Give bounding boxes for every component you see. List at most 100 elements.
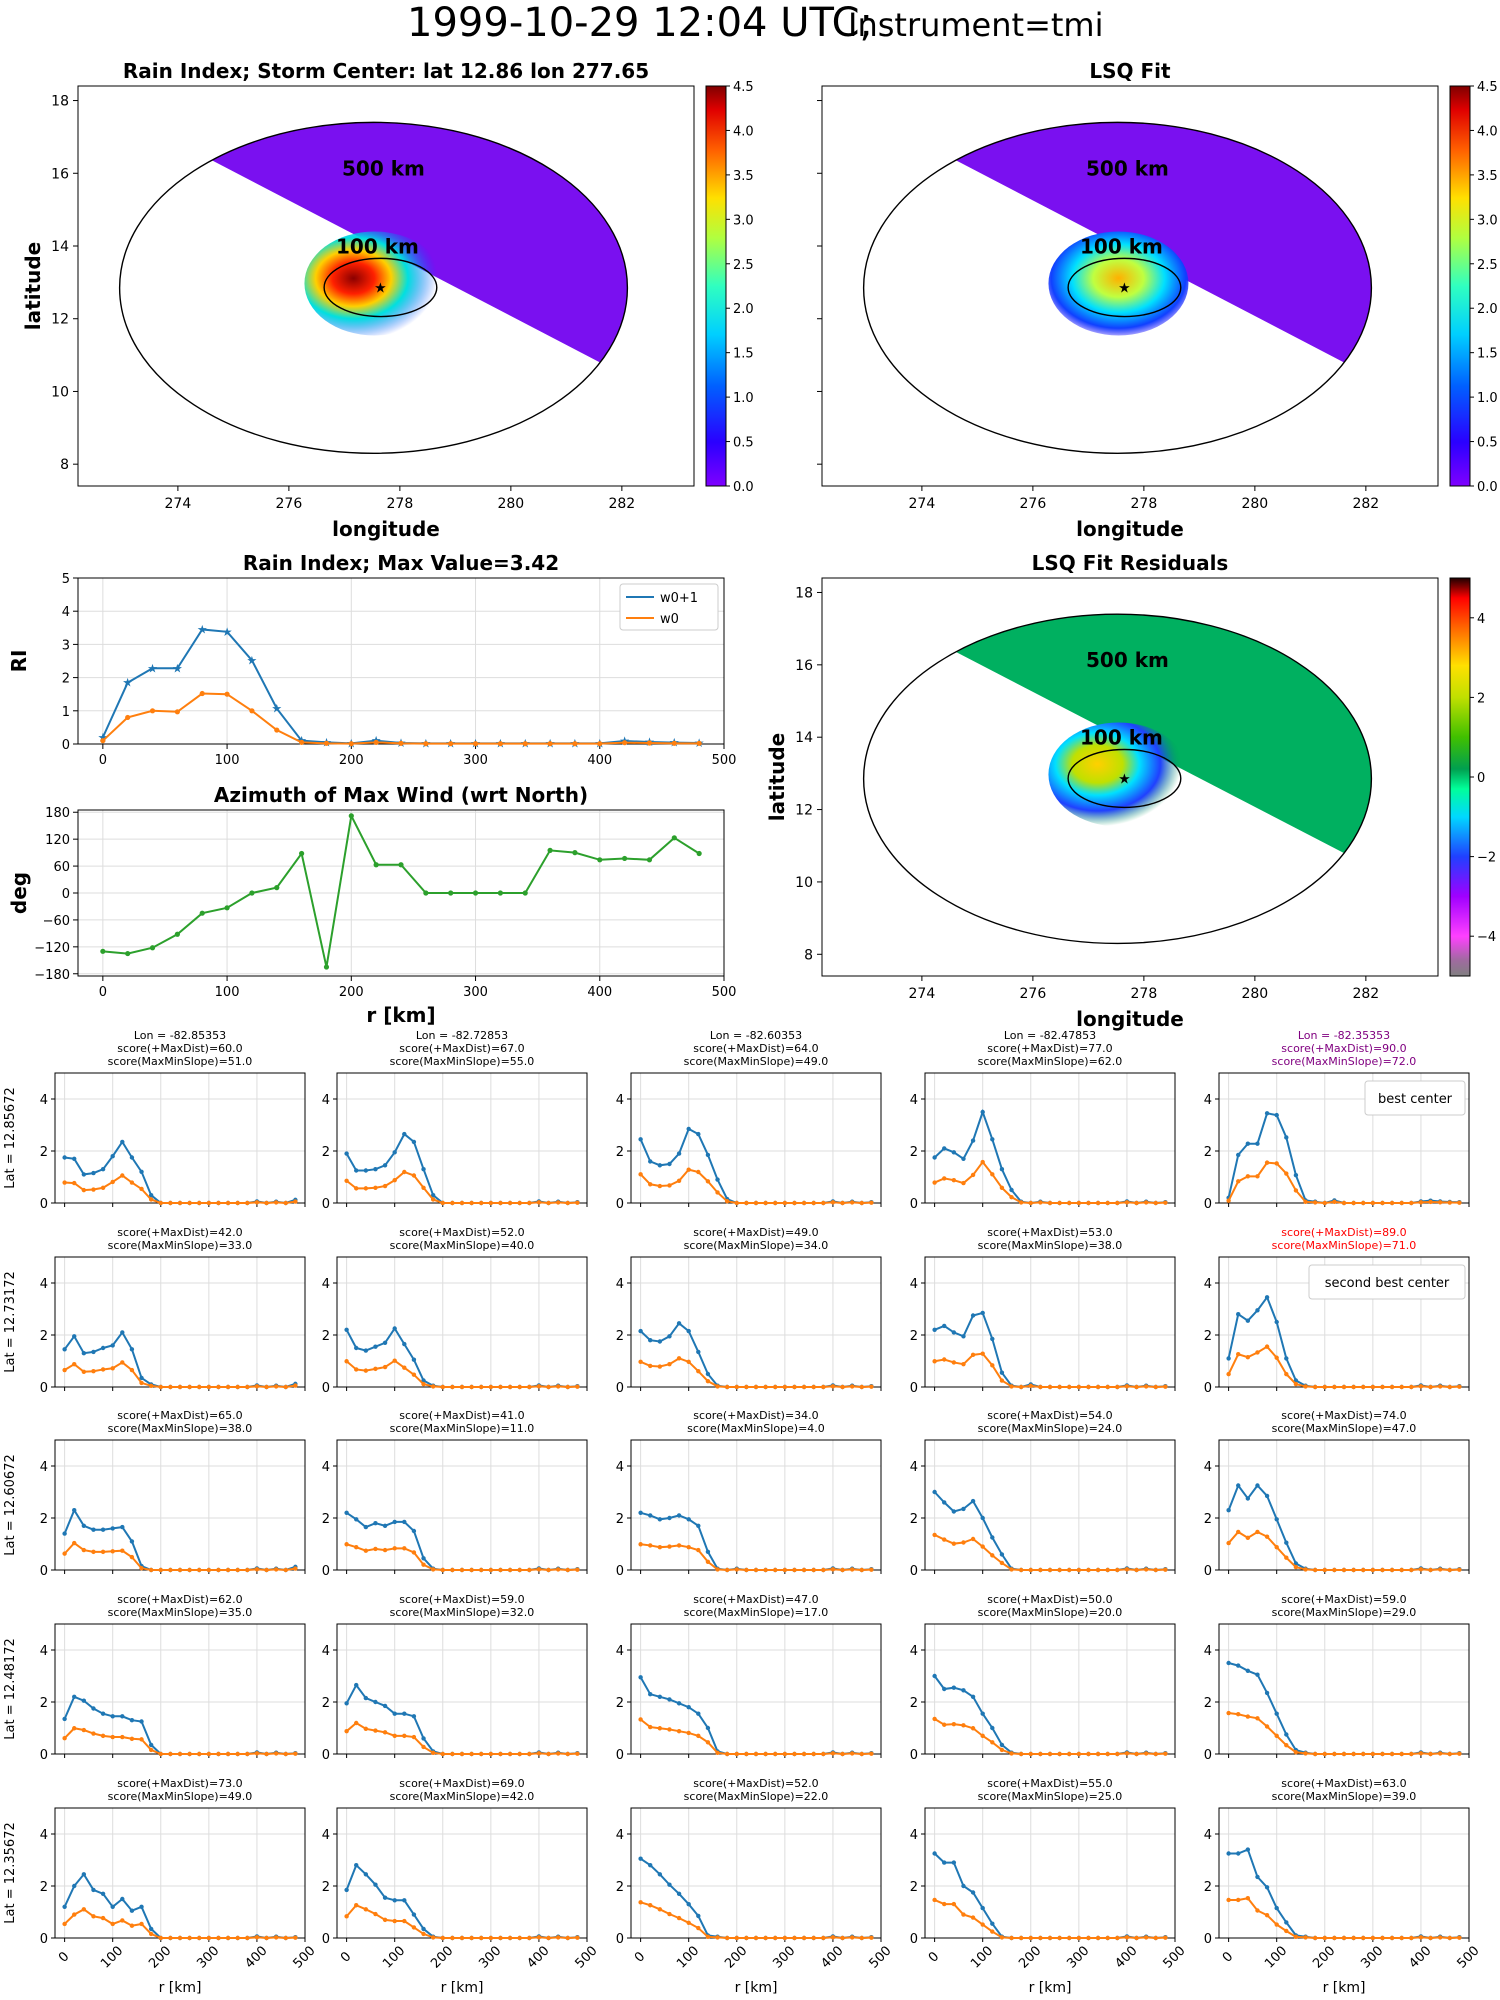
map-panels: Rain Index; Storm Center: lat 12.86 lon …	[21, 59, 1498, 1031]
candidate-point-w0	[129, 1736, 135, 1741]
candidate-point-w0	[1134, 1935, 1139, 1941]
candidate-point-w0	[158, 1935, 163, 1941]
candidate-point-w0	[1312, 1200, 1318, 1205]
candidate-point-w0	[100, 1185, 106, 1190]
candidate-point-w0p1	[373, 1521, 378, 1526]
candidate-point-w0	[392, 1177, 397, 1183]
candidate-point-w0	[575, 1935, 580, 1940]
candidate-point-w0	[187, 1935, 192, 1941]
candidate-ytick-label: 4	[40, 1093, 48, 1108]
candidate-point-w0p1	[120, 1330, 125, 1335]
azimuth-profile-title: Azimuth of Max Wind (wrt North)	[214, 783, 588, 807]
candidate-point-w0	[1341, 1751, 1347, 1757]
candidate-point-w0	[139, 1566, 144, 1571]
candidate-point-w0	[724, 1199, 730, 1204]
candidate-line-w0	[1228, 1897, 1460, 1940]
lsq-map-ring-100	[1067, 257, 1182, 318]
candidate-point-w0	[148, 1567, 154, 1573]
candidate-point-w0p1	[999, 1552, 1005, 1557]
candidate-point-w0	[753, 1200, 759, 1206]
candidate-ytick-label: 0	[1204, 1748, 1212, 1763]
candidate-legend-label: second best center	[1325, 1276, 1450, 1291]
candidate-point-w0	[392, 1733, 397, 1739]
candidate-point-w0p1	[951, 1860, 957, 1865]
candidate-point-w0	[1236, 1179, 1241, 1184]
candidate-point-w0	[536, 1200, 542, 1205]
candidate-point-w0p1	[638, 1510, 643, 1516]
candidate-point-w0	[1418, 1567, 1424, 1572]
candidate-xtick-label: 500	[1160, 1943, 1188, 1971]
candidate-point-w0	[421, 1381, 426, 1387]
candidate-point-w0p1	[676, 1513, 682, 1518]
lsq-map-colorbar-label: 2.0	[1477, 302, 1498, 317]
candidate-col-label: Lon = -82.72853	[416, 1029, 508, 1042]
candidate-point-w0	[1236, 1352, 1241, 1357]
candidate-xtick-label: 100	[674, 1943, 702, 1971]
candidate-point-w0p1	[148, 1193, 154, 1198]
candidate-point-w0	[811, 1384, 816, 1390]
candidate-point-w0	[1389, 1935, 1395, 1941]
candidate-point-w0	[1067, 1751, 1072, 1757]
candidate-score-maxdist: score(+MaxDist)=52.0	[693, 1777, 818, 1790]
candidate-point-w0	[1399, 1935, 1404, 1941]
candidate-point-w0	[254, 1751, 260, 1756]
azimuth-profile-point-azimuth	[373, 862, 379, 868]
candidate-line-w0	[345, 1170, 578, 1205]
candidate-point-w0	[469, 1567, 474, 1573]
candidate-score-maxdist: score(+MaxDist)=90.0	[1281, 1042, 1406, 1055]
candidate-point-w0	[507, 1567, 513, 1573]
candidate-point-w0	[1380, 1567, 1385, 1573]
candidate-xlabel: r [km]	[735, 1980, 778, 1996]
rain-map-colorbar-label: 4.5	[733, 80, 754, 95]
candidate-point-w0	[344, 1178, 349, 1183]
candidate-point-w0	[440, 1751, 445, 1757]
candidate-point-w0	[245, 1751, 250, 1757]
candidate-point-w0p1	[676, 1891, 682, 1897]
candidate-point-w0	[517, 1200, 522, 1206]
candidate-point-w0	[216, 1384, 221, 1390]
candidate-point-w0	[792, 1567, 797, 1573]
candidate-point-w0	[980, 1159, 985, 1165]
candidate-point-w0p1	[1274, 1905, 1279, 1911]
rain-map-data	[211, 122, 628, 363]
candidate-point-w0p1	[411, 1357, 417, 1362]
rain-index-profile-point-w0	[472, 741, 479, 747]
candidate-point-w0	[459, 1751, 465, 1757]
candidate-point-w0	[430, 1567, 436, 1572]
candidate-line-w0	[345, 1359, 578, 1389]
resid-map-ytick-label: 12	[795, 803, 813, 819]
candidate-point-w0	[792, 1751, 797, 1757]
candidate-point-w0	[1437, 1567, 1443, 1572]
candidate-point-w0	[430, 1750, 436, 1756]
candidate-frame	[924, 1439, 1176, 1571]
candidate-point-w0	[430, 1935, 436, 1940]
candidate-frame	[630, 1623, 882, 1755]
candidate-frame	[924, 1256, 1176, 1388]
candidate-point-w0	[1264, 1534, 1270, 1539]
candidate-xlabel: r [km]	[159, 1980, 202, 1996]
candidate-point-w0	[373, 1366, 378, 1372]
resid-map-ytick-label: 10	[795, 875, 813, 891]
candidate-point-w0	[373, 1911, 378, 1917]
candidate-point-w0	[734, 1567, 739, 1572]
candidate-point-w0	[488, 1384, 494, 1390]
candidate-point-w0p1	[676, 1701, 682, 1706]
candidate-point-w0p1	[667, 1515, 672, 1521]
candidate-point-w0	[1143, 1384, 1149, 1389]
candidate-score-slope: score(MaxMinSlope)=4.0	[687, 1422, 825, 1435]
candidate-point-w0	[283, 1935, 288, 1941]
candidate-point-w0	[1057, 1200, 1062, 1206]
candidate-line-w0	[64, 1361, 296, 1389]
azimuth-profile-point-azimuth	[597, 857, 603, 863]
candidate-panel: Lon = -82.35353score(+MaxDist)=90.0score…	[1204, 1029, 1470, 1212]
candidate-point-w0	[667, 1727, 672, 1732]
candidate-line-w0p1	[1227, 1112, 1460, 1205]
candidate-ytick-label: 0	[1204, 1197, 1212, 1212]
rain-index-profile-point-w0p1: ★	[197, 622, 208, 636]
candidate-point-w0	[1163, 1384, 1168, 1389]
candidate-point-w0	[753, 1751, 759, 1757]
candidate-point-w0	[498, 1384, 503, 1390]
candidate-point-w0	[1399, 1200, 1404, 1206]
candidate-point-w0	[980, 1922, 985, 1927]
candidate-point-w0p1	[657, 1517, 663, 1522]
